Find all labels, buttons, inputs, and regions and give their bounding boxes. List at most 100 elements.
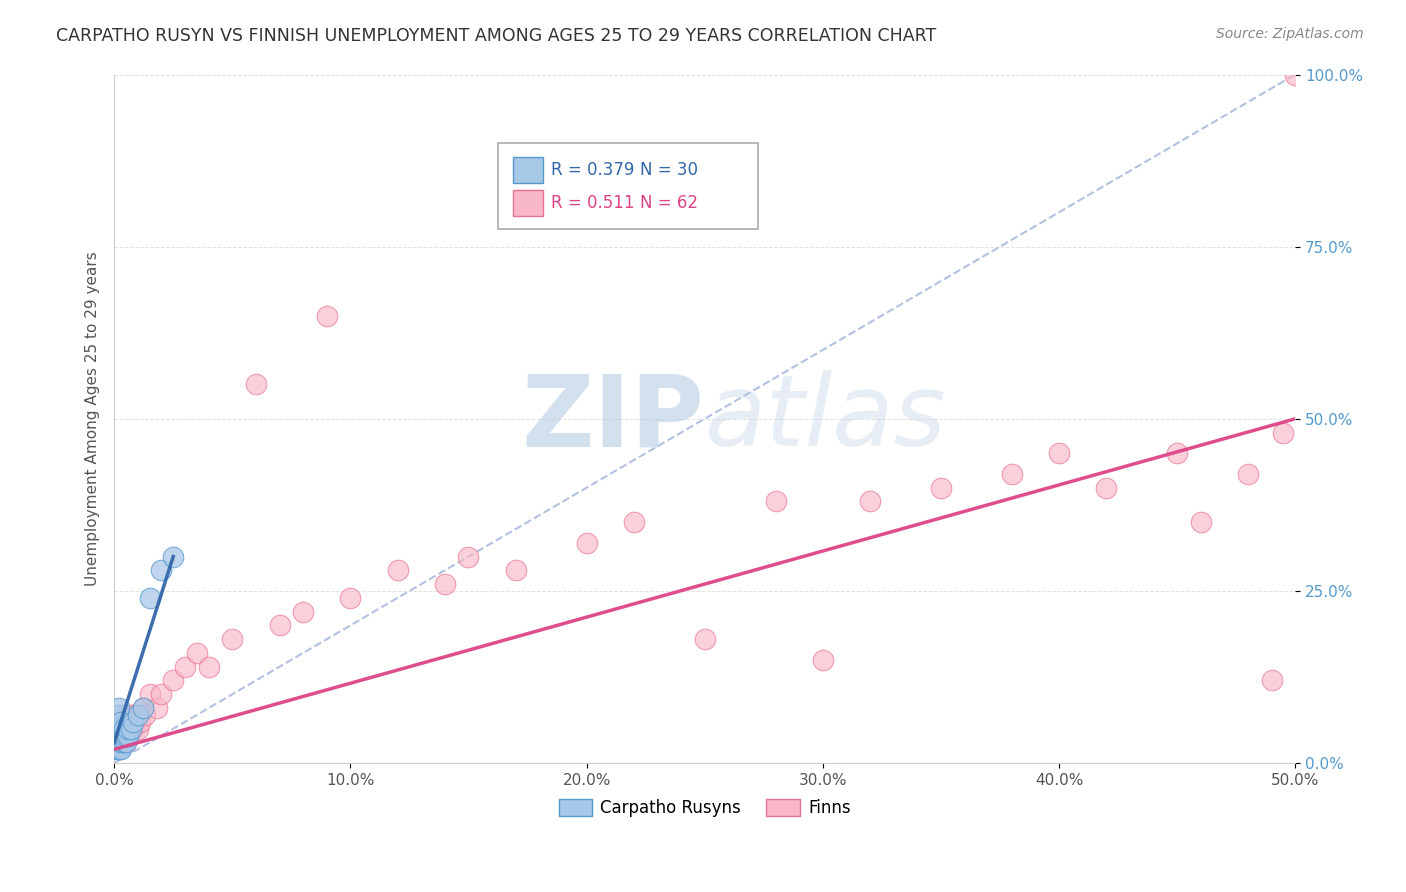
Point	[162, 549, 184, 564]
Point	[120, 722, 142, 736]
Point	[127, 722, 149, 736]
Point	[105, 735, 128, 749]
Point	[174, 659, 197, 673]
Point	[110, 742, 132, 756]
Y-axis label: Unemployment Among Ages 25 to 29 years: Unemployment Among Ages 25 to 29 years	[86, 252, 100, 586]
Point	[117, 722, 139, 736]
Point	[122, 714, 145, 729]
Point	[105, 722, 128, 736]
Point	[117, 729, 139, 743]
Point	[124, 714, 146, 729]
Point	[138, 687, 160, 701]
Point	[110, 729, 132, 743]
Point	[1166, 446, 1188, 460]
Text: R = 0.379: R = 0.379	[551, 161, 634, 179]
Point	[127, 707, 149, 722]
Point	[315, 309, 337, 323]
Point	[110, 714, 132, 729]
Point	[623, 515, 645, 529]
Text: N = 30: N = 30	[640, 161, 697, 179]
Point	[269, 618, 291, 632]
Point	[110, 735, 132, 749]
Point	[108, 701, 131, 715]
Point	[138, 591, 160, 605]
Point	[105, 742, 128, 756]
Point	[108, 735, 131, 749]
Point	[134, 707, 156, 722]
Text: N = 62: N = 62	[640, 194, 697, 211]
Point	[112, 735, 135, 749]
Point	[292, 605, 315, 619]
Point	[127, 707, 149, 722]
Point	[765, 494, 787, 508]
Point	[131, 701, 153, 715]
Point	[117, 714, 139, 729]
Point	[221, 632, 243, 647]
Point	[110, 722, 132, 736]
Point	[105, 722, 128, 736]
Point	[245, 377, 267, 392]
Text: atlas: atlas	[704, 370, 946, 467]
Point	[122, 707, 145, 722]
Point	[108, 742, 131, 756]
Point	[1284, 68, 1306, 82]
Legend: Carpatho Rusyns, Finns: Carpatho Rusyns, Finns	[553, 792, 858, 823]
Point	[186, 646, 208, 660]
Point	[197, 659, 219, 673]
Point	[112, 729, 135, 743]
Point	[110, 714, 132, 729]
Point	[150, 563, 173, 577]
Point	[105, 729, 128, 743]
Point	[339, 591, 361, 605]
Point	[108, 707, 131, 722]
Point	[112, 714, 135, 729]
Point	[1237, 467, 1260, 481]
Point	[929, 481, 952, 495]
Point	[457, 549, 479, 564]
Point	[108, 714, 131, 729]
Point	[115, 735, 138, 749]
Point	[693, 632, 716, 647]
Point	[105, 729, 128, 743]
Point	[505, 563, 527, 577]
Point	[859, 494, 882, 508]
Point	[110, 722, 132, 736]
Text: ZIP: ZIP	[522, 370, 704, 467]
FancyBboxPatch shape	[498, 144, 758, 229]
Point	[811, 653, 834, 667]
Point	[1260, 673, 1282, 688]
Point	[162, 673, 184, 688]
Point	[387, 563, 409, 577]
Point	[1047, 446, 1070, 460]
Point	[1095, 481, 1118, 495]
Point	[115, 729, 138, 743]
Text: Source: ZipAtlas.com: Source: ZipAtlas.com	[1216, 27, 1364, 41]
Point	[108, 729, 131, 743]
Text: CARPATHO RUSYN VS FINNISH UNEMPLOYMENT AMONG AGES 25 TO 29 YEARS CORRELATION CHA: CARPATHO RUSYN VS FINNISH UNEMPLOYMENT A…	[56, 27, 936, 45]
Point	[1001, 467, 1024, 481]
Point	[110, 729, 132, 743]
FancyBboxPatch shape	[513, 189, 543, 216]
Point	[117, 729, 139, 743]
Point	[120, 707, 142, 722]
Point	[131, 701, 153, 715]
FancyBboxPatch shape	[513, 157, 543, 184]
Point	[433, 577, 456, 591]
Point	[115, 735, 138, 749]
Point	[112, 722, 135, 736]
Point	[108, 714, 131, 729]
Point	[112, 722, 135, 736]
Point	[122, 722, 145, 736]
Point	[120, 722, 142, 736]
Point	[145, 701, 167, 715]
Point	[150, 687, 173, 701]
Point	[1189, 515, 1212, 529]
Point	[108, 735, 131, 749]
Point	[1272, 425, 1295, 440]
Point	[115, 707, 138, 722]
Point	[112, 729, 135, 743]
Text: R = 0.511: R = 0.511	[551, 194, 634, 211]
Point	[115, 722, 138, 736]
Point	[108, 729, 131, 743]
Point	[129, 714, 152, 729]
